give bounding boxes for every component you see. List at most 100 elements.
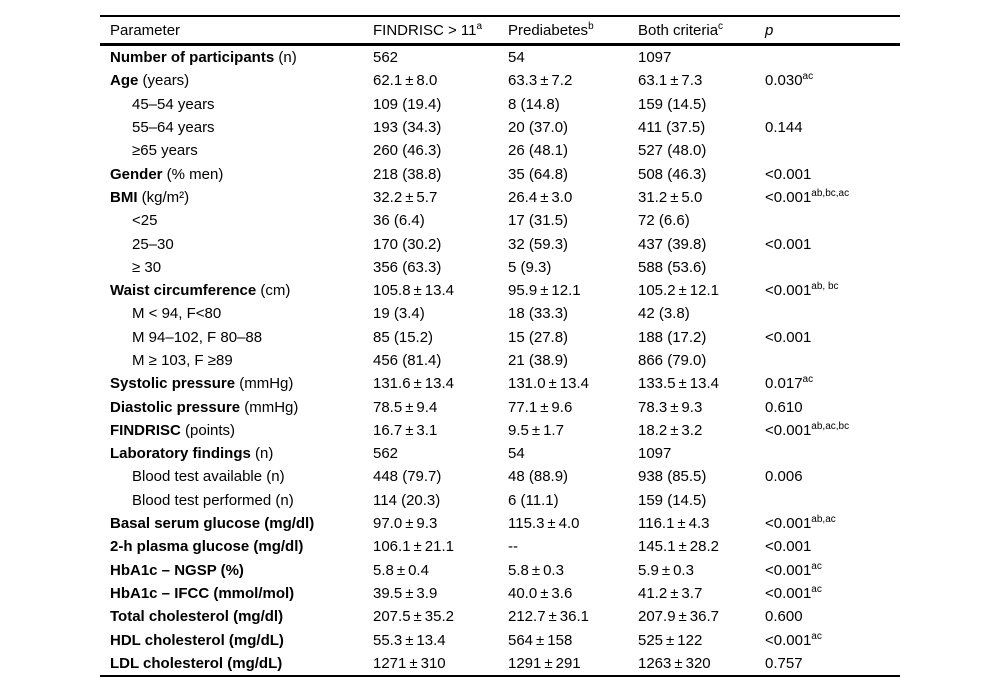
p-value-cell: <0.001 — [765, 328, 812, 346]
value-cell: 15 (27.8) — [508, 328, 569, 346]
table-row: Waist circumference (cm) 105.8 ± 13.4 95.9… — [100, 279, 900, 302]
parameter-cell: Age (years) — [110, 72, 190, 90]
significance-marker: ab,ac — [811, 514, 836, 526]
value-cell: 32 (59.3) — [508, 235, 569, 253]
table-row: 45–54 years 109 (19.4) 8 (14.8) 159 (14.5) — [100, 93, 900, 116]
footnote-marker: c — [718, 20, 724, 32]
value-cell: 41.2 ± 3.7 — [638, 584, 703, 602]
value-cell: 448 (79.7) — [373, 468, 442, 486]
value-cell: 527 (48.0) — [638, 142, 707, 160]
value-cell: 131.6 ± 13.4 — [373, 375, 454, 393]
value-cell: 36 (6.4) — [373, 212, 425, 230]
table-row: 55–64 years 193 (34.3) 20 (37.0) 411 (37.5)… — [100, 116, 900, 139]
value-cell: 1097 — [638, 49, 672, 67]
value-cell: 508 (46.3) — [638, 165, 707, 183]
parameter-cell: 25–30 — [132, 235, 174, 253]
value-cell: 105.2 ± 12.1 — [638, 282, 719, 300]
table-row: BMI (kg/m²) 32.2 ± 5.7 26.4 ± 3.0 31.2 ± 5.… — [100, 186, 900, 209]
p-value-cell: 0.610 — [765, 398, 803, 416]
significance-marker: ac — [802, 374, 814, 386]
parameter-cell: Number of participants (n) — [110, 49, 297, 67]
p-value-cell: 0.006 — [765, 468, 803, 486]
value-cell: 115.3 ± 4.0 — [508, 515, 580, 533]
table-row: Systolic pressure (mmHg) 131.6 ± 13.4 131.… — [100, 372, 900, 395]
parameter-cell: Blood test performed (n) — [132, 491, 294, 509]
col-header-label: Prediabetes — [508, 21, 589, 39]
value-cell: 5 (9.3) — [508, 258, 552, 276]
significance-marker: ac — [802, 71, 814, 83]
table-row: 25–30 170 (30.2) 32 (59.3) 437 (39.8) <0.001 — [100, 232, 900, 255]
value-cell: 5.8 ± 0.4 — [373, 561, 429, 579]
value-cell: 42 (3.8) — [638, 305, 690, 323]
value-cell: 1271 ± 310 — [373, 654, 446, 672]
p-value-cell — [765, 209, 900, 232]
value-cell: 6 (11.1) — [508, 491, 559, 509]
value-cell: 1097 — [638, 445, 672, 463]
value-cell: 20 (37.0) — [508, 119, 569, 137]
value-cell: 114 (20.3) — [373, 491, 441, 509]
value-cell: 32.2 ± 5.7 — [373, 188, 438, 206]
p-value-cell — [765, 442, 900, 465]
parameter-cell: HDL cholesterol (mg/dL) — [110, 631, 284, 649]
value-cell: 18.2 ± 3.2 — [638, 421, 703, 439]
footnote-marker: a — [476, 20, 483, 32]
p-value-cell — [765, 302, 900, 325]
table-row: 2-h plasma glucose (mg/dl) 106.1 ± 21.1 --… — [100, 535, 900, 558]
table-row: Gender (% men) 218 (38.8) 35 (64.8) 508 (46… — [100, 162, 900, 185]
parameter-cell: Gender (% men) — [110, 165, 224, 183]
value-cell: 9.5 ± 1.7 — [508, 421, 564, 439]
value-cell: 63.3 ± 7.2 — [508, 72, 573, 90]
value-cell: 193 (34.3) — [373, 119, 442, 137]
parameter-cell: FINDRISC (points) — [110, 421, 236, 439]
parameter-cell: Basal serum glucose (mg/dl) — [110, 515, 315, 533]
significance-marker: ab,bc,ac — [811, 187, 850, 199]
value-cell: 133.5 ± 13.4 — [638, 375, 719, 393]
table-row: Total cholesterol (mg/dl) 207.5 ± 35.2 212… — [100, 605, 900, 628]
parameter-cell: Total cholesterol (mg/dl) — [110, 608, 284, 626]
value-cell: 5.9 ± 0.3 — [638, 561, 694, 579]
results-table: Parameter FINDRISC > 11a Prediabetesb Bo… — [100, 15, 900, 678]
p-value-cell: <0.001ac — [765, 583, 822, 602]
value-cell: 95.9 ± 12.1 — [508, 282, 581, 300]
value-cell: 212.7 ± 36.1 — [508, 608, 589, 626]
significance-marker: ac — [811, 630, 822, 642]
parameter-cell: Blood test available (n) — [132, 468, 285, 486]
value-cell: 1291 ± 291 — [508, 654, 581, 672]
value-cell: 866 (79.0) — [638, 352, 707, 369]
value-cell: 54 — [508, 445, 525, 463]
p-value-cell: <0.001 — [765, 235, 812, 253]
parameter-cell: HbA1c – IFCC (mmol/mol) — [110, 584, 295, 602]
value-cell: 207.9 ± 36.7 — [638, 608, 719, 626]
col-header-label: FINDRISC > 11 — [373, 21, 477, 39]
value-cell: 21 (38.9) — [508, 352, 569, 369]
col-header-label: p — [765, 21, 774, 39]
table-row: Diastolic pressure (mmHg) 78.5 ± 9.4 77.1 … — [100, 395, 900, 418]
value-cell: 62.1 ± 8.0 — [373, 72, 438, 90]
parameter-cell: 45–54 years — [132, 95, 215, 113]
value-cell: 207.5 ± 35.2 — [373, 608, 454, 626]
p-value-cell: <0.001ab,ac,bc — [765, 420, 850, 439]
table-row: Laboratory findings (n) 562 54 1097 — [100, 442, 900, 465]
col-header-prediabetes: Prediabetesb — [508, 16, 638, 46]
value-cell: 63.1 ± 7.3 — [638, 72, 703, 90]
value-cell: 159 (14.5) — [638, 95, 707, 113]
p-value-cell: 0.600 — [765, 608, 803, 626]
col-header-parameter: Parameter — [100, 16, 373, 46]
p-value-cell: <0.001ac — [765, 630, 822, 649]
parameter-cell: <25 — [132, 212, 158, 230]
parameter-cell: M 94–102, F 80–88 — [132, 328, 263, 346]
p-value-cell: <0.001ab,ac — [765, 514, 836, 533]
table-row: Number of participants (n) 562 54 1097 — [100, 45, 900, 70]
parameter-cell: ≥65 years — [132, 142, 198, 160]
p-value-cell — [765, 256, 900, 279]
parameter-cell: 2-h plasma glucose (mg/dl) — [110, 538, 304, 556]
value-cell: 48 (88.9) — [508, 468, 569, 486]
parameter-cell: 55–64 years — [132, 119, 215, 137]
table-row: ≥65 years 260 (46.3) 26 (48.1) 527 (48.0) — [100, 139, 900, 162]
value-cell: 525 ± 122 — [638, 631, 703, 649]
p-value-cell: <0.001 — [765, 165, 812, 183]
value-cell: 39.5 ± 3.9 — [373, 584, 438, 602]
table-row: M ≥ 103, F ≥89 456 (81.4) 21 (38.9) 866 (79… — [100, 349, 900, 372]
value-cell: 17 (31.5) — [508, 212, 569, 230]
value-cell: 356 (63.3) — [373, 258, 442, 276]
